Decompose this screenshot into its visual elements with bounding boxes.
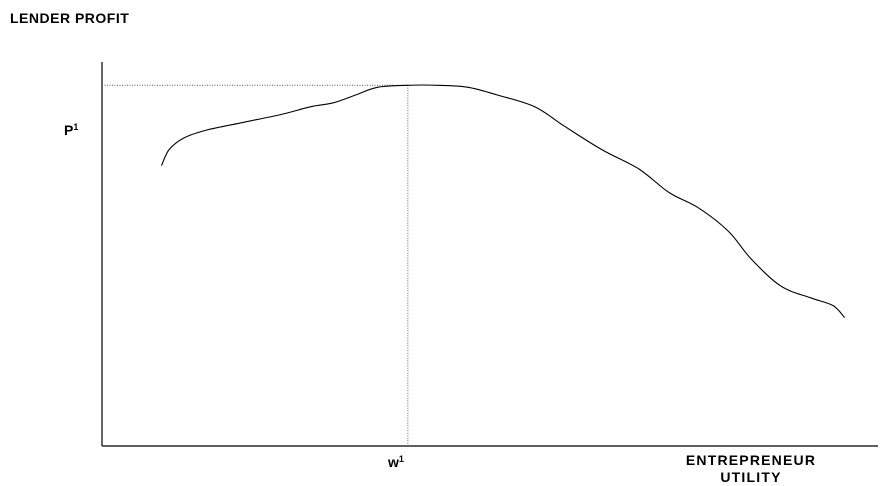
peak-y-label: P1 — [64, 122, 78, 138]
peak-x-label-superscript: 1 — [399, 454, 404, 464]
x-axis-label-line2: UTILITY — [720, 469, 781, 485]
peak-y-label-letter: P — [64, 122, 73, 138]
x-axis-label-line1: ENTREPRENEUR — [686, 452, 816, 468]
peak-y-label-superscript: 1 — [73, 122, 78, 132]
profit-curve — [161, 84, 845, 318]
y-axis-label: LENDER PROFIT — [10, 10, 129, 26]
plot-area — [101, 62, 878, 447]
peak-x-label-letter: w — [387, 454, 399, 470]
peak-x-label: w1 — [387, 454, 404, 470]
